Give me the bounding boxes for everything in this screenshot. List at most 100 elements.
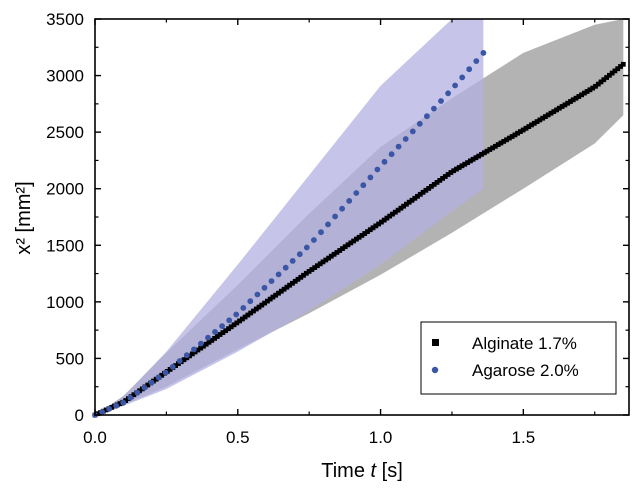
- data-point-agarose: [311, 237, 317, 243]
- data-point-alginate: [506, 135, 512, 141]
- data-point-alginate: [303, 270, 309, 276]
- data-point-alginate: [404, 201, 409, 207]
- data-point-alginate: [370, 225, 376, 231]
- data-point-alginate: [548, 110, 554, 116]
- data-point-alginate: [262, 300, 267, 306]
- data-point-alginate: [454, 166, 459, 172]
- data-point-alginate: [518, 129, 523, 134]
- confidence-band-agarose: [95, 19, 484, 415]
- data-point-alginate: [240, 316, 245, 322]
- legend-label-agarose: Agarose 2.0%: [472, 361, 579, 380]
- data-point-alginate: [562, 102, 568, 108]
- data-point-agarose: [374, 166, 381, 173]
- data-point-alginate: [556, 105, 562, 111]
- data-point-alginate: [176, 361, 181, 366]
- data-point-agarose: [480, 50, 487, 56]
- data-point-alginate: [312, 265, 318, 270]
- data-point-alginate: [434, 180, 440, 185]
- data-point-alginate: [248, 310, 254, 316]
- data-point-alginate: [315, 263, 320, 269]
- data-point-alginate: [417, 191, 423, 197]
- data-point-alginate: [267, 296, 273, 302]
- data-point-alginate: [173, 363, 178, 368]
- data-point-alginate: [362, 231, 368, 236]
- data-point-alginate: [117, 401, 123, 406]
- data-point-alginate: [504, 137, 509, 143]
- data-point-alginate: [259, 302, 265, 308]
- data-point-agarose: [247, 298, 254, 305]
- data-point-alginate: [331, 251, 337, 257]
- data-point-alginate: [317, 261, 323, 267]
- data-point-alginate: [290, 280, 295, 286]
- y-tick-label: 2000: [46, 180, 84, 199]
- data-point-alginate: [351, 238, 356, 244]
- data-point-agarose: [402, 136, 409, 142]
- data-point-agarose: [134, 389, 141, 396]
- legend-marker-agarose: [431, 366, 439, 374]
- data-point-alginate: [423, 187, 429, 193]
- x-axis-label: Time t [s]: [321, 460, 403, 482]
- data-point-alginate: [465, 160, 470, 165]
- data-point-alginate: [573, 95, 579, 101]
- data-point-agarose: [261, 284, 268, 291]
- data-point-alginate: [598, 79, 604, 85]
- data-point-alginate: [537, 117, 543, 123]
- data-point-agarose: [296, 251, 303, 258]
- data-point-alginate: [287, 282, 292, 288]
- data-point-alginate: [462, 161, 468, 167]
- data-point-agarose: [367, 174, 374, 181]
- data-point-agarose: [289, 258, 296, 264]
- legend-label-alginate: Alginate 1.7%: [472, 334, 577, 353]
- y-tick-label: 1500: [46, 236, 84, 255]
- y-tick-label: 500: [56, 349, 84, 368]
- data-point-alginate: [203, 341, 209, 347]
- x-tick-label: 0.0: [83, 428, 107, 447]
- data-point-alginate: [529, 122, 534, 128]
- data-point-alginate: [276, 290, 281, 296]
- data-point-alginate: [468, 158, 473, 164]
- data-point-alginate: [253, 306, 259, 312]
- data-point-alginate: [365, 229, 370, 234]
- data-point-alginate: [545, 112, 551, 118]
- data-point-alginate: [415, 193, 420, 199]
- data-point-alginate: [551, 109, 557, 114]
- data-point-agarose: [169, 363, 176, 370]
- data-point-agarose: [99, 409, 105, 415]
- data-point-alginate: [228, 324, 234, 330]
- data-point-agarose: [381, 158, 388, 165]
- data-point-alginate: [607, 72, 612, 78]
- data-point-alginate: [309, 267, 315, 272]
- data-point-agarose: [431, 105, 437, 112]
- data-point-alginate: [490, 145, 495, 151]
- data-point-alginate: [520, 127, 526, 133]
- legend: Alginate 1.7% Agarose 2.0%: [420, 321, 617, 395]
- data-point-agarose: [226, 317, 233, 324]
- data-point-alginate: [426, 186, 432, 191]
- data-point-alginate: [595, 81, 601, 87]
- data-point-agarose: [473, 58, 480, 64]
- data-point-alginate: [367, 227, 373, 233]
- data-point-alginate: [265, 298, 270, 304]
- data-point-alginate: [242, 314, 248, 320]
- data-point-alginate: [273, 292, 279, 298]
- data-point-alginate: [384, 215, 390, 221]
- data-point-agarose: [162, 369, 169, 376]
- data-point-alginate: [237, 318, 242, 324]
- data-point-alginate: [406, 199, 412, 205]
- data-point-alginate: [565, 100, 571, 106]
- data-point-alginate: [442, 174, 448, 179]
- data-point-alginate: [189, 351, 195, 357]
- data-point-alginate: [593, 83, 598, 89]
- data-point-alginate: [198, 345, 204, 351]
- data-point-alginate: [217, 332, 223, 337]
- data-point-alginate: [487, 147, 493, 152]
- data-point-agarose: [254, 291, 261, 298]
- data-point-alginate: [103, 407, 109, 413]
- data-point-alginate: [245, 312, 251, 318]
- data-point-agarose: [445, 90, 451, 97]
- data-point-alginate: [201, 343, 206, 349]
- data-point-alginate: [612, 68, 618, 74]
- data-point-alginate: [401, 203, 406, 209]
- data-point-agarose: [113, 402, 120, 409]
- data-point-alginate: [195, 347, 201, 353]
